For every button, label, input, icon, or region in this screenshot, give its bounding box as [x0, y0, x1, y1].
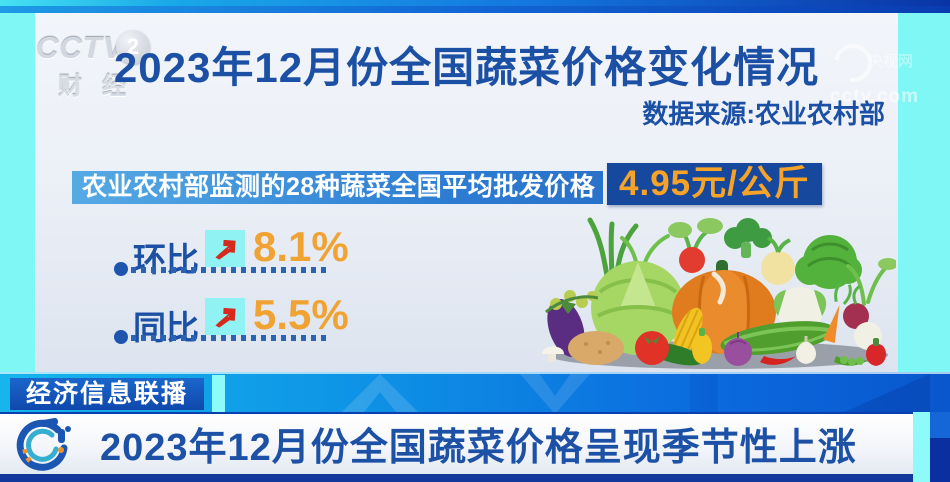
infographic-title: 2023年12月份全国蔬菜价格变化情况	[113, 44, 820, 91]
corner-blue-block	[930, 412, 950, 438]
right-cyan-edge	[898, 13, 950, 372]
cctv-logo: CCTV 2 财经	[36, 30, 176, 100]
dotted-underline	[131, 335, 327, 341]
metric-label: 环比	[133, 241, 199, 278]
band-texture	[520, 374, 590, 414]
price-description-label: 农业农村部监测的28种蔬菜全国平均批发价格	[72, 171, 604, 204]
cctv-logo-caption: 财经	[58, 73, 146, 100]
bullet-dot	[114, 262, 128, 276]
up-arrow-icon	[205, 298, 245, 335]
band-texture	[690, 374, 718, 414]
top-gradient-strip	[0, 0, 950, 6]
vegetables-illustration	[538, 212, 898, 372]
cctv-logo-text: CCTV	[36, 30, 125, 65]
program-logo-icon	[14, 417, 72, 475]
bullet-dot	[114, 330, 128, 344]
metric-value: 5.5%	[253, 291, 349, 338]
watermark-site-name: 央视网	[868, 53, 914, 70]
program-name-tag: 经济信息联播	[10, 378, 205, 410]
up-arrow-icon	[205, 230, 245, 267]
metric-label: 同比	[133, 309, 199, 346]
data-source-label: 数据来源:农业农村部	[642, 99, 885, 129]
bottom-navy-strip	[0, 474, 913, 482]
left-cyan-edge	[0, 13, 35, 372]
watermark-site-domain: cctv.com	[830, 86, 919, 107]
news-headline: 2023年12月份全国蔬菜价格呈现季节性上涨	[100, 426, 857, 469]
headline-bar	[0, 412, 913, 474]
program-tag-accent-bar	[212, 375, 225, 413]
price-value-badge: 4.95元/公斤	[607, 163, 822, 205]
band-texture	[340, 374, 420, 414]
metric-value: 8.1%	[253, 223, 349, 270]
top-blue-strip	[0, 6, 950, 13]
corner-cyan-strip	[913, 412, 930, 482]
band-texture	[840, 374, 930, 414]
corner-navy-block	[930, 438, 950, 482]
dotted-underline	[131, 267, 327, 273]
cctv-channel-number: 2	[116, 30, 150, 64]
